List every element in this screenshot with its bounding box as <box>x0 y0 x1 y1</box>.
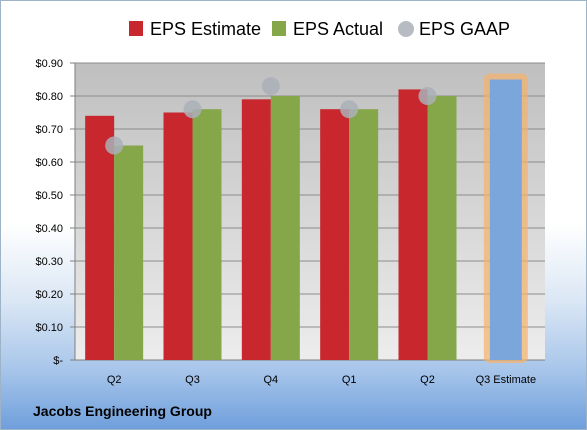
y-tick-label: $- <box>53 355 63 367</box>
marker-eps-gaap <box>183 100 202 119</box>
legend-swatch-eps-gaap <box>398 21 414 37</box>
bars <box>85 73 528 363</box>
bar-eps-estimate <box>320 109 350 360</box>
y-tick-labels: $- $0.10 $0.20 $0.30 $0.40 $0.50 $0.60 $0.70 $0.… <box>35 58 63 367</box>
y-tick-label: $0.20 <box>35 289 63 301</box>
x-tick-label: Q4 <box>263 374 278 386</box>
y-tick-label: $0.70 <box>35 124 63 136</box>
bar-eps-estimate <box>85 115 115 360</box>
bar-eps-actual <box>192 109 222 360</box>
bar-eps-actual <box>427 96 457 360</box>
x-tick-label: Q1 <box>342 374 357 386</box>
marker-eps-gaap <box>340 100 359 119</box>
marker-eps-gaap <box>105 136 124 155</box>
x-tick-label: Q3 <box>185 374 200 386</box>
gaap-markers <box>105 77 437 155</box>
legend-swatch <box>129 21 143 36</box>
legend-label: EPS Actual <box>293 19 383 39</box>
y-tick-label: $0.80 <box>35 91 63 103</box>
legend-swatch <box>272 21 286 36</box>
bar-eps-estimate <box>398 89 428 361</box>
x-tick-label: Q2 <box>107 374 122 386</box>
bar-eps-estimate <box>163 112 193 360</box>
bar-eps-actual <box>270 96 300 360</box>
bar-eps-actual <box>114 145 144 360</box>
legend-label: EPS GAAP <box>419 19 510 39</box>
y-tick-label: $0.60 <box>35 157 63 169</box>
x-tick-label: Q2 <box>420 374 435 386</box>
legend: EPS Estimate EPS Actual EPS GAAP <box>129 19 510 39</box>
y-tick-label: $0.40 <box>35 223 63 235</box>
marker-eps-gaap <box>261 77 280 96</box>
y-tick-label: $0.50 <box>35 190 63 202</box>
y-tick-label: $0.90 <box>35 58 63 70</box>
company-name: Jacobs Engineering Group <box>33 403 212 419</box>
gridlines <box>70 62 545 361</box>
legend-label: EPS Estimate <box>150 19 261 39</box>
x-tick-label: Q3 Estimate <box>476 374 537 386</box>
bar-q3-estimate <box>489 79 522 360</box>
x-tick-labels: Q2 Q3 Q4 Q1 Q2 Q3 Estimate <box>107 374 536 386</box>
bar-eps-actual <box>349 109 379 360</box>
plot-area <box>75 63 545 360</box>
y-tick-label: $0.10 <box>35 322 63 334</box>
axes <box>74 63 545 361</box>
y-tick-label: $0.30 <box>35 256 63 268</box>
marker-eps-gaap <box>418 87 437 105</box>
bar-eps-estimate <box>241 99 271 361</box>
